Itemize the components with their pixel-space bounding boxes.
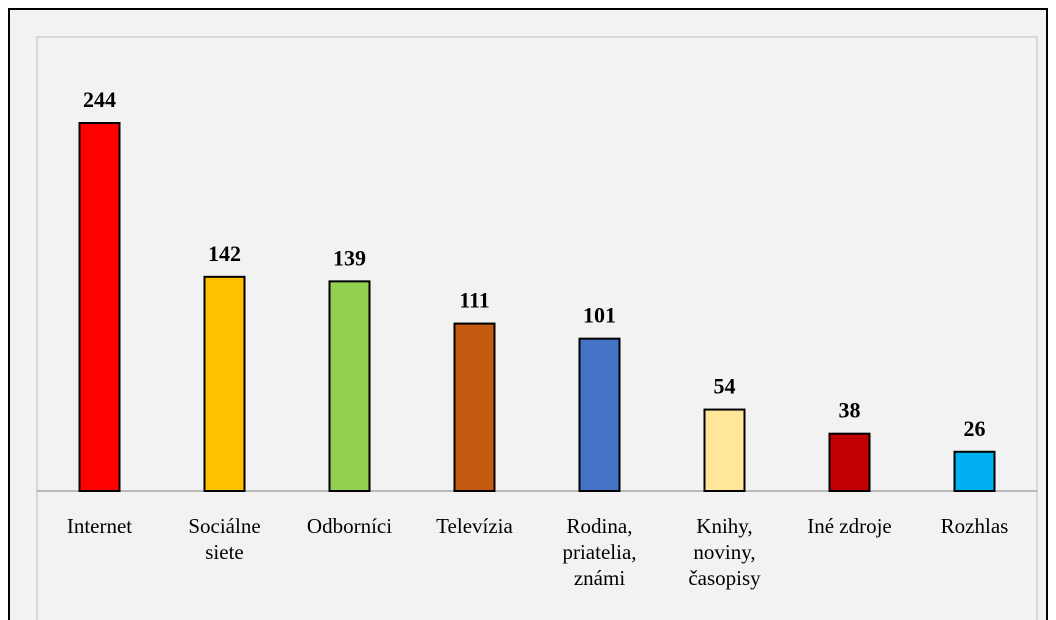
value-label: 26	[964, 416, 986, 441]
x-tick-label: Knihy, noviny, časopisy	[688, 514, 761, 590]
value-label: 111	[459, 288, 490, 313]
bar	[953, 450, 996, 493]
plot-area	[36, 36, 1038, 620]
x-tick-label: Sociálne siete	[188, 514, 261, 564]
x-tick-label: Odborníci	[306, 514, 393, 538]
x-tick-label: Televízia	[436, 514, 513, 538]
value-label: 142	[208, 241, 241, 266]
bar	[203, 275, 246, 492]
bar	[78, 122, 121, 492]
value-label: 101	[583, 303, 616, 328]
value-label: 54	[714, 374, 736, 399]
bar	[328, 280, 371, 492]
x-tick-label: Rodina, priatelia, známi	[562, 514, 637, 590]
bar	[703, 408, 746, 492]
frame	[8, 8, 1048, 620]
bar	[453, 322, 496, 492]
bar	[828, 432, 871, 493]
value-label: 244	[83, 87, 116, 112]
value-label: 38	[839, 398, 861, 423]
x-tick-label: Internet	[66, 514, 133, 538]
value-label: 139	[333, 245, 366, 270]
x-tick-label: Rozhlas	[940, 514, 1009, 538]
x-tick-label: Iné zdroje	[807, 514, 892, 538]
bar	[578, 337, 621, 492]
